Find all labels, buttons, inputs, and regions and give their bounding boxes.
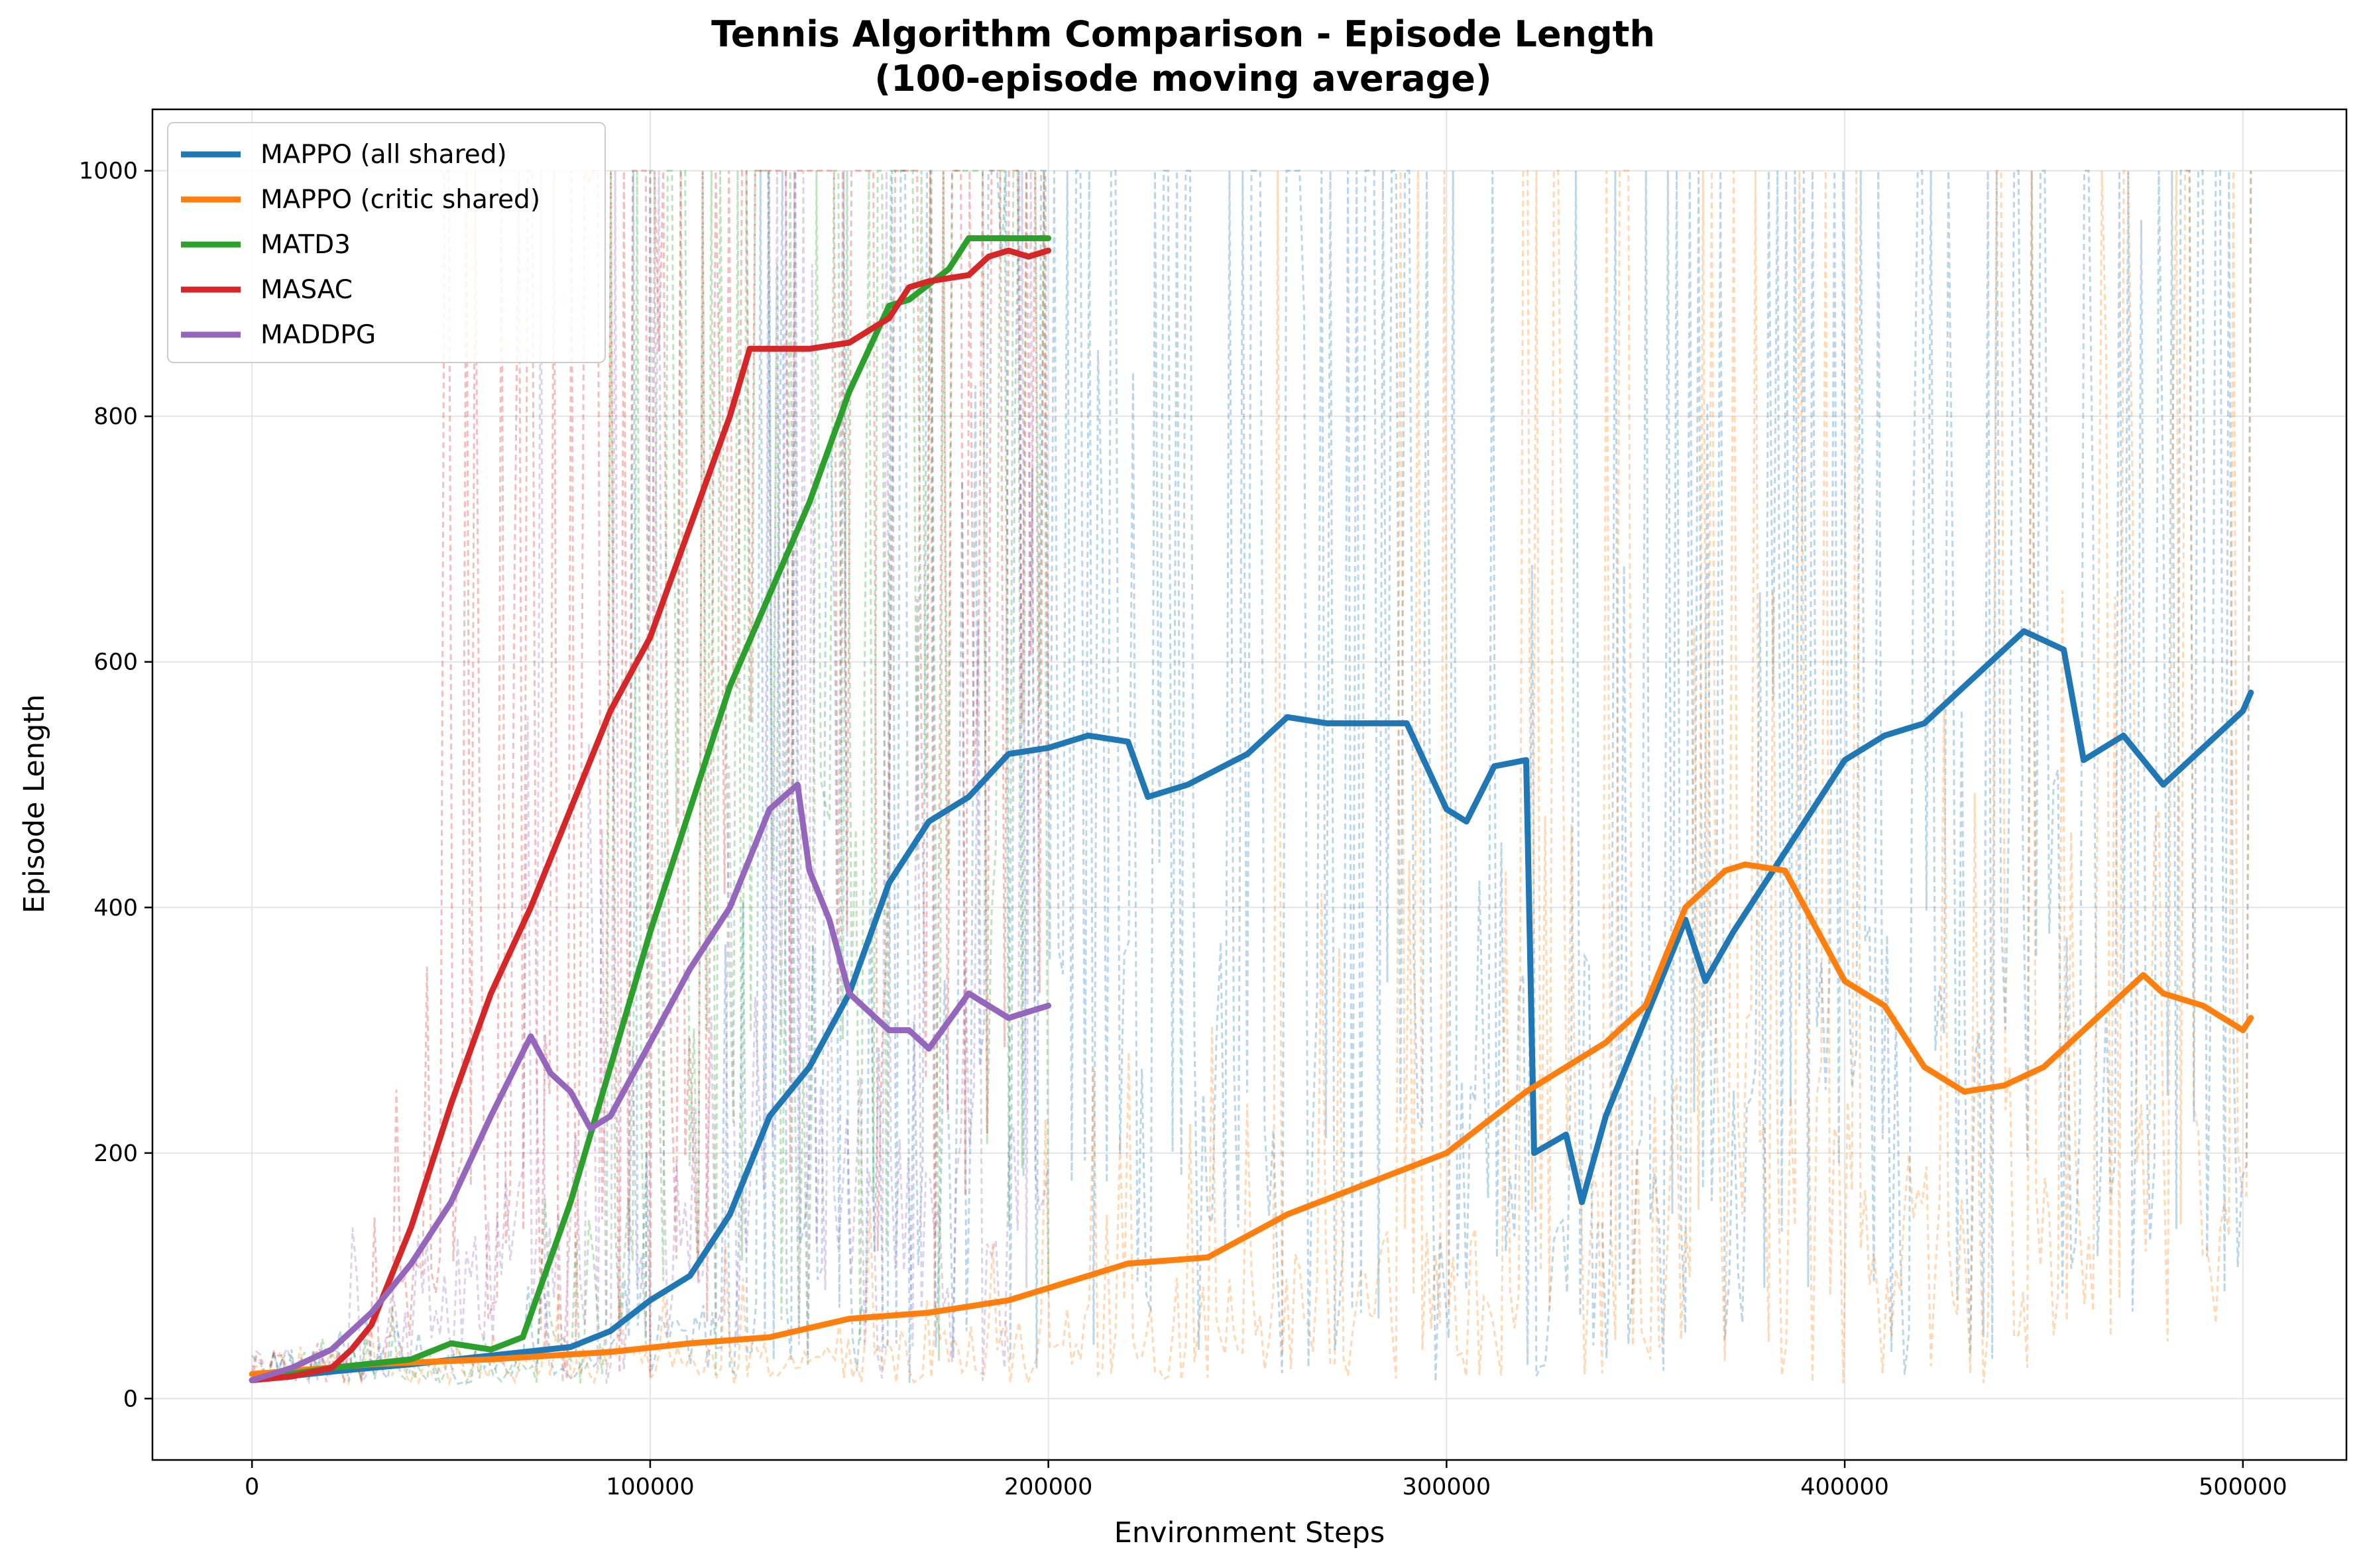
legend-label: MASAC [260, 275, 353, 305]
raw-episode-lines [251, 170, 2252, 1387]
raw-series-line [251, 170, 1050, 1385]
x-tick-label: 300000 [1403, 1474, 1491, 1500]
legend-box [167, 122, 606, 363]
y-tick-label: 0 [123, 1386, 138, 1412]
plot-frame [151, 108, 2348, 1461]
legend-label: MATD3 [260, 230, 351, 260]
y-tick-label: 800 [93, 404, 138, 430]
axis-ticks: 0 100000 200000 300000 400000 500000 0 200 400 60… [79, 158, 2287, 1500]
series-line [249, 861, 2254, 1377]
x-axis-label: Environment Steps [1114, 1516, 1385, 1549]
series-line [249, 781, 1052, 1384]
legend-label: MAPPO (critic shared) [260, 185, 540, 215]
moving-average-lines [249, 235, 2254, 1384]
legend-label: MADDPG [260, 320, 376, 350]
y-tick-label: 200 [93, 1141, 138, 1167]
y-tick-label: 1000 [79, 158, 138, 185]
y-axis-label: Episode Length [18, 695, 51, 914]
x-tick-label: 500000 [2199, 1474, 2287, 1500]
chart-subtitle: (100-episode moving average) [874, 58, 1491, 99]
x-tick-label: 200000 [1004, 1474, 1093, 1500]
raw-series-line [251, 170, 1050, 1384]
y-tick-label: 600 [93, 649, 138, 676]
x-tick-label: 100000 [606, 1474, 695, 1500]
y-tick-label: 400 [93, 895, 138, 921]
raw-series-line [251, 170, 1050, 1386]
chart-title: Tennis Algorithm Comparison - Episode Le… [711, 13, 1655, 55]
legend-label: MAPPO (all shared) [260, 140, 507, 170]
series-line [249, 628, 2254, 1384]
raw-series-line [251, 170, 2252, 1385]
x-tick-label: 0 [245, 1474, 259, 1500]
legend: MAPPO (all shared) MAPPO (critic shared) M… [167, 122, 606, 363]
series-line [249, 235, 1052, 1384]
x-tick-label: 400000 [1800, 1474, 1889, 1500]
